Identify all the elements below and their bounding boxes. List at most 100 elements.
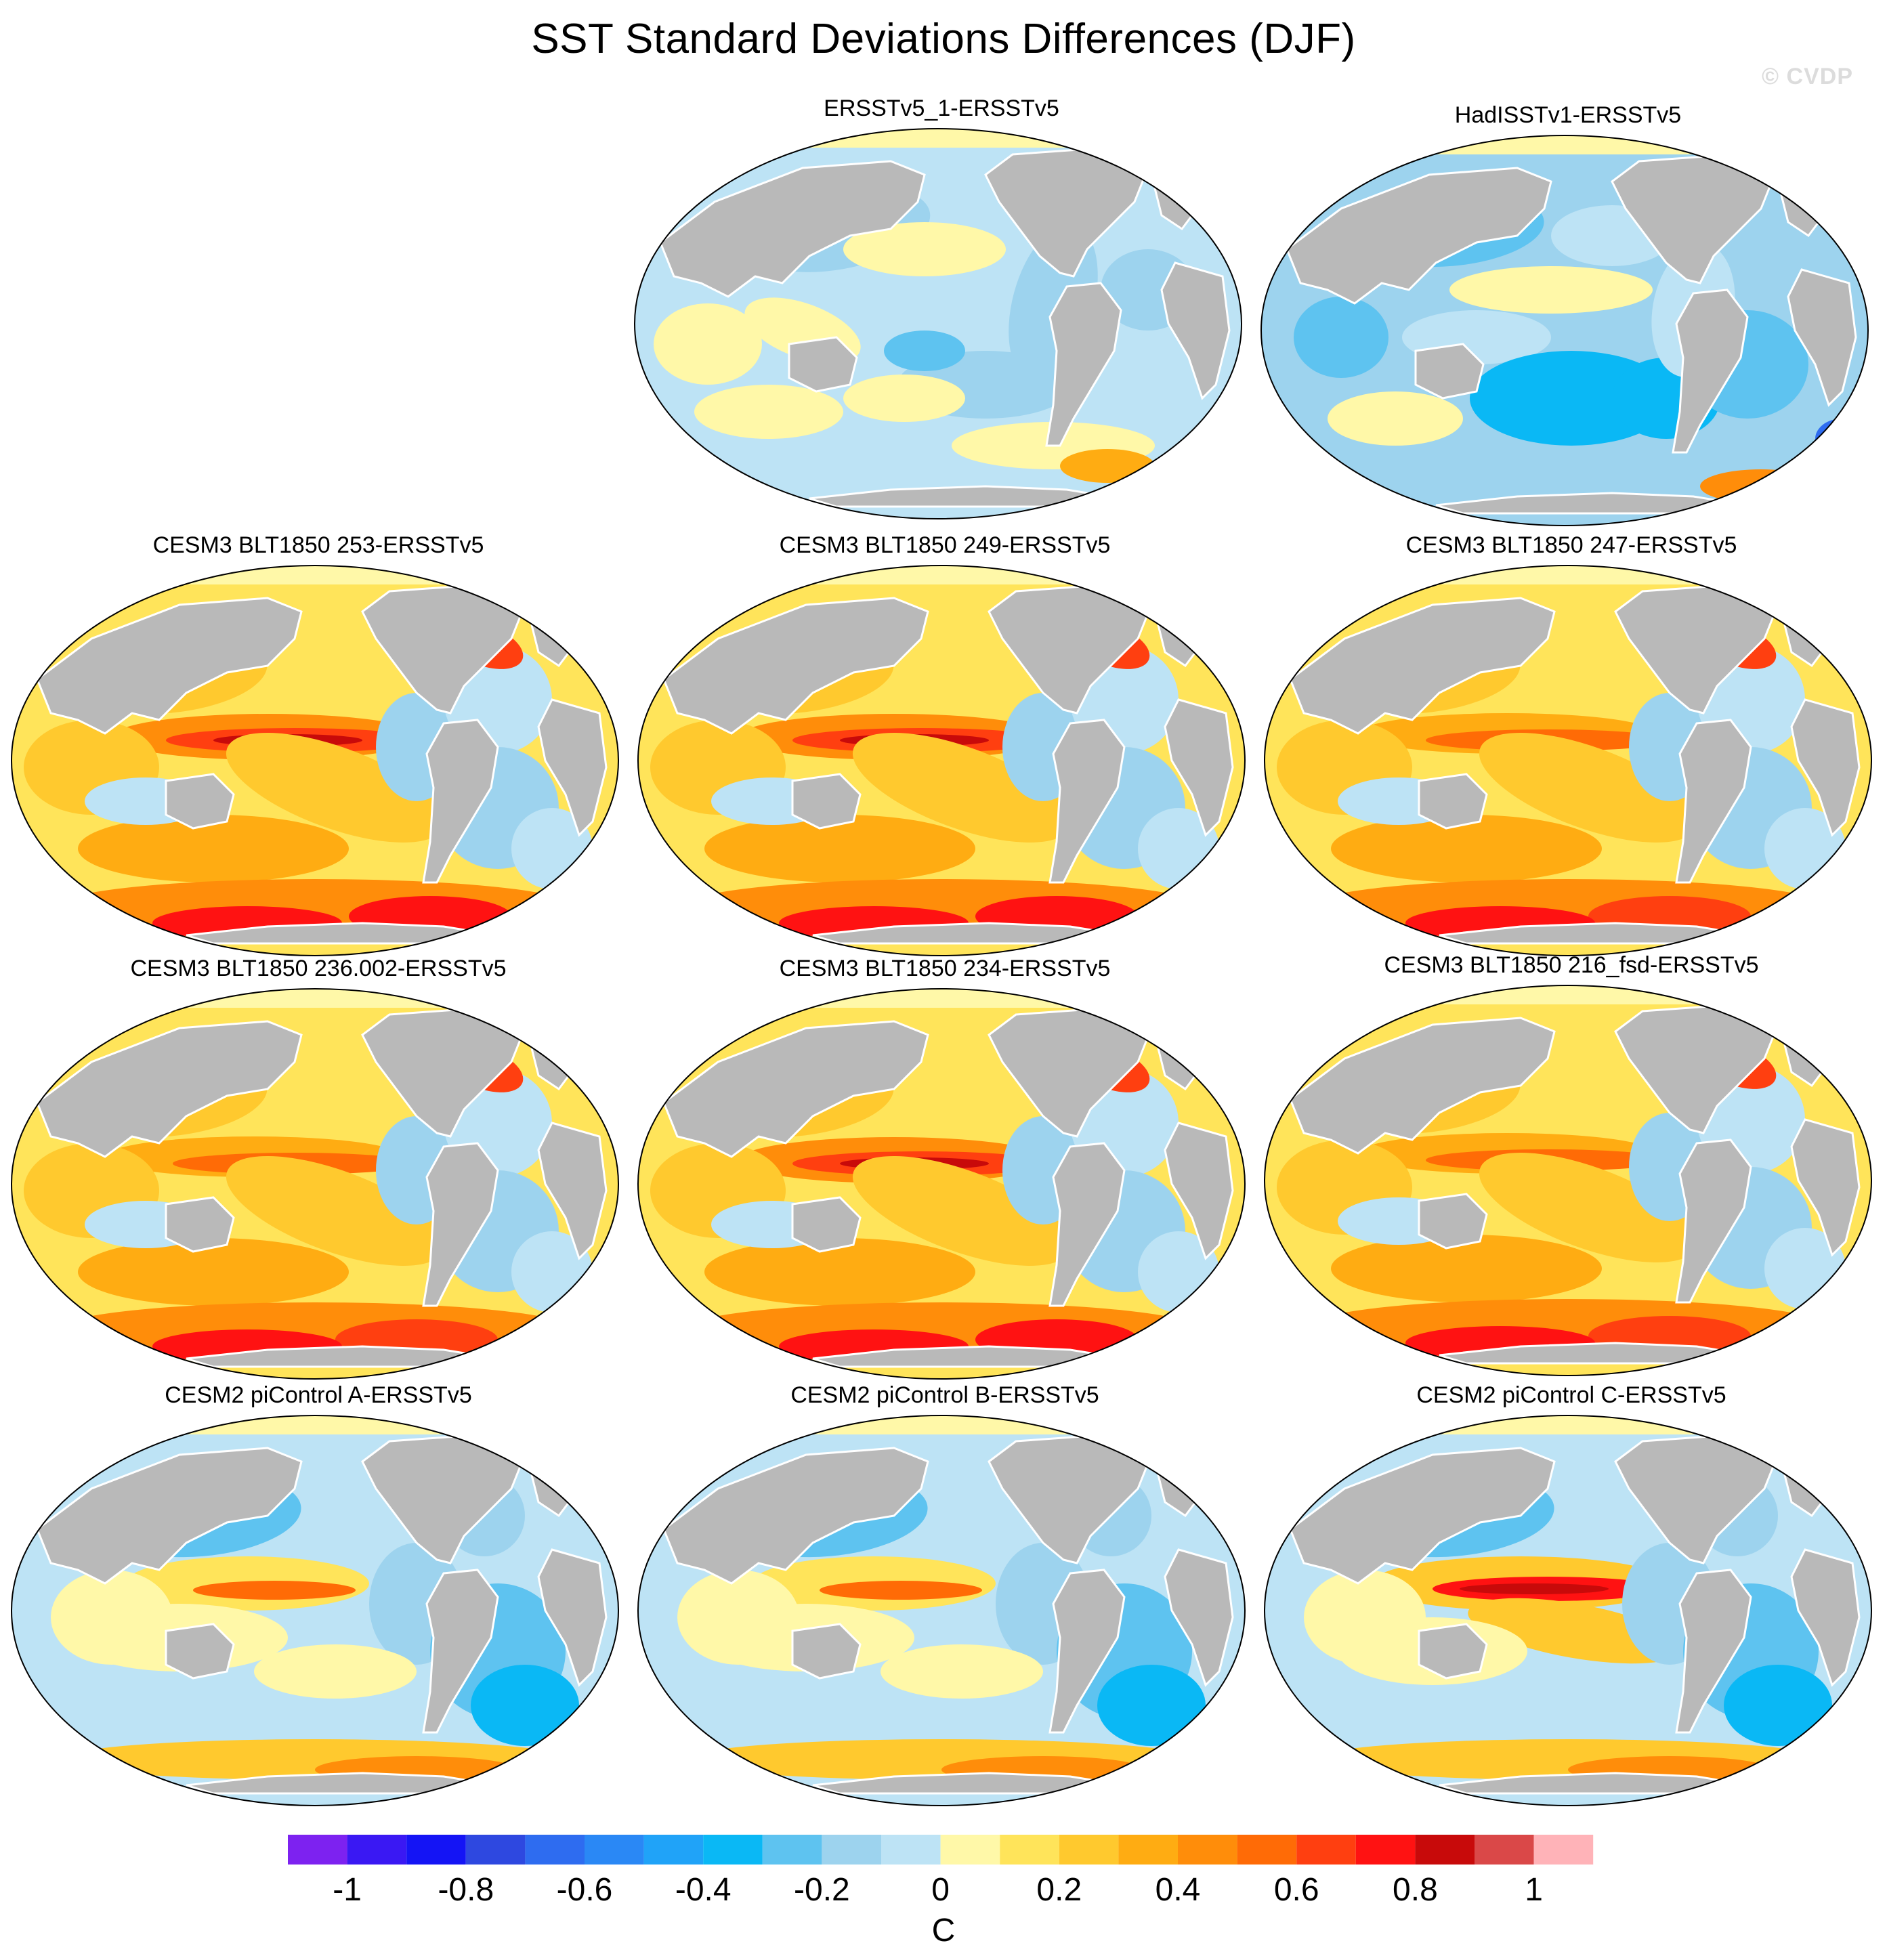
map-border [1264,1415,1872,1806]
colorbar-tick-label: -0.4 [675,1872,732,1908]
world-map [11,988,619,1380]
figure-title: SST Standard Deviations Differences (DJF… [531,16,1356,62]
arctic-region [1361,135,1768,154]
anomaly-region [1724,1665,1832,1746]
anomaly-region [1460,1583,1609,1594]
panel-title: CESM3 BLT1850 236.002-ERSSTv5 [130,956,507,981]
landmass-africa [1164,698,1234,837]
anomaly-region [1294,297,1388,378]
map-border [634,128,1242,519]
map-panel: CESM3 BLT1850 216_fsd-ERSSTv5 [1260,952,1883,1376]
world-map [1264,565,1872,956]
colorbar-tick-label: 0.8 [1393,1872,1438,1908]
colorbar-tick-label: 0.6 [1274,1872,1319,1908]
colorbar-tick-label: -0.8 [438,1872,494,1908]
landmass-eurasia [36,1020,303,1158]
anomaly-region [1825,1709,1866,1743]
landmass-eurasia [1289,1017,1556,1155]
landmass-southAmerica [1048,719,1126,884]
arctic-region [112,1415,518,1434]
anomaly-region [1097,1665,1206,1746]
colorbar-box [1355,1835,1416,1865]
landmass-eurasia [36,1447,303,1585]
world-map [1264,985,1872,1376]
landmass-africa [1160,261,1231,400]
colorbar-box [1000,1835,1059,1865]
world-map [637,1415,1246,1806]
anomaly-region [226,1156,445,1266]
landmass-australia [788,336,858,393]
landmass-eurasia [662,597,929,735]
arctic-region [1365,985,1771,1004]
map-panel: CESM3 BLT1850 247-ERSSTv5 [1260,532,1883,956]
map-border [11,1415,619,1806]
colorbar-tick-label: -1 [333,1872,362,1908]
map-panel: CESM3 BLT1850 236.002-ERSSTv5 [7,955,630,1380]
landmass-southAmerica [1675,1569,1752,1734]
panel-title: CESM3 BLT1850 234-ERSSTv5 [779,956,1111,981]
anomaly-region [677,1570,799,1665]
map-border [1264,565,1872,956]
map-panel: CESM2 piControl A-ERSSTv5 [7,1382,630,1806]
landmass-australia [791,773,862,830]
anomaly-region [704,1238,975,1306]
anomaly-region [471,1665,579,1746]
anomaly-region [226,733,445,843]
anomaly-region [820,1581,982,1600]
colorbar-unit: C [932,1913,956,1948]
landmass-eurasia [662,1020,929,1158]
landmass-eurasia [36,597,303,735]
anomaly-region [843,222,1006,276]
colorbar-box [822,1835,881,1865]
landmass-africa [1790,1118,1861,1257]
colorbar-boxes [288,1835,1594,1865]
landmass-africa [1787,268,1857,407]
landmass-eurasia [1289,1447,1556,1585]
landmass-africa [537,698,608,837]
world-map [11,1415,619,1806]
anomaly-region [1060,449,1155,483]
colorbar-tick-labels: -1 -0.8 -0.6 -0.4 -0.2 0 0.2 0.4 0.6 0.8 1 [333,1872,1543,1908]
colorbar-tick-label: 0.4 [1155,1872,1201,1908]
map-border [637,1415,1246,1806]
colorbar-box [643,1835,704,1865]
anomaly-region [78,1238,349,1306]
colorbar-box [1178,1835,1237,1865]
landmass-southAmerica [1048,1142,1126,1307]
anomaly-region [704,815,975,882]
landmass-southAmerica [1048,1569,1126,1734]
landmass-eurasia [1289,597,1556,735]
map-border [1264,985,1872,1376]
anomaly-region [654,303,762,385]
map-border [637,565,1246,956]
panel-title: CESM3 BLT1850 216_fsd-ERSSTv5 [1384,952,1759,978]
colorbar-box [347,1835,407,1865]
colorbar-box [703,1835,763,1865]
colorbar-box [940,1835,1000,1865]
world-map [11,565,619,956]
anomaly-region [694,385,843,439]
anomaly-region [193,1581,356,1600]
world-map [637,565,1246,956]
landmass-southAmerica [1045,282,1122,447]
map-border [1260,135,1869,526]
anomaly-region [884,331,965,371]
colorbar-tick-label: 0.2 [1036,1872,1082,1908]
landmass-southAmerica [1675,1138,1752,1304]
anomaly-region [1199,1709,1239,1743]
landmass-africa [537,1548,608,1687]
arctic-region [1365,566,1771,584]
landmass-australia [791,1623,862,1680]
colorbar-box [1475,1835,1534,1865]
world-map [634,128,1242,519]
arctic-region [735,129,1141,148]
map-panel: CESM3 BLT1850 249-ERSSTv5 [633,532,1256,956]
anomaly-region [881,1644,1043,1699]
colorbar-tick-label: 1 [1525,1872,1543,1908]
map-panel: CESM2 piControl B-ERSSTv5 [633,1382,1256,1806]
landmass-australia [165,773,235,830]
panel-title: CESM2 piControl B-ERSSTv5 [790,1382,1099,1408]
landmass-southAmerica [422,719,499,884]
map-panel: CESM2 piControl C-ERSSTv5 [1260,1382,1883,1806]
map-panel: HadISSTv1-ERSSTv5 [1256,102,1880,526]
